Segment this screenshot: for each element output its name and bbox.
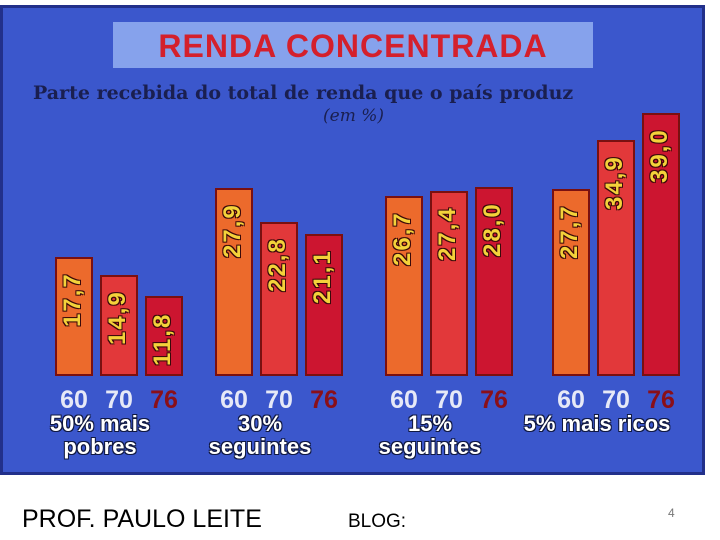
value-label: 27,7 xyxy=(556,204,583,260)
year-label: 76 xyxy=(150,386,178,414)
value-label: 27,9 xyxy=(219,202,246,258)
year-label: 76 xyxy=(310,386,338,414)
value-label: 11,8 xyxy=(149,312,176,367)
value-label: 34,9 xyxy=(601,155,628,211)
category-label: 30% seguintes xyxy=(208,411,312,459)
year-label: 76 xyxy=(480,386,508,414)
bar: 17,7 xyxy=(55,256,93,376)
year-label: 76 xyxy=(647,386,675,414)
value-label: 28,0 xyxy=(479,202,506,257)
value-label: 21,1 xyxy=(309,248,336,304)
year-label: 70 xyxy=(265,386,293,414)
author: PROF. PAULO LEITE xyxy=(22,505,262,533)
value-label: 26,7 xyxy=(389,211,416,266)
bar: 28,0 xyxy=(475,187,513,376)
unit-note: (em %) xyxy=(323,106,385,126)
bar: 34,9 xyxy=(597,140,635,376)
value-label: 17,7 xyxy=(59,271,86,327)
bar: 22,8 xyxy=(260,222,298,376)
category-label: 15% seguintes xyxy=(378,411,482,459)
bar: 26,7 xyxy=(385,195,423,376)
page-number: 4 xyxy=(668,506,675,520)
value-label: 22,8 xyxy=(264,237,291,293)
chart-photo: RENDA CONCENTRADA Parte recebida do tota… xyxy=(0,5,705,475)
blog-label: BLOG: xyxy=(348,511,407,532)
value-label: 14,9 xyxy=(104,290,131,346)
bar: 39,0 xyxy=(642,112,680,376)
value-label: 39,0 xyxy=(646,128,673,183)
year-label: 60 xyxy=(60,386,88,414)
bar: 14,9 xyxy=(100,275,138,376)
year-label: 60 xyxy=(390,386,418,414)
bar: 27,7 xyxy=(552,189,590,376)
title-box: RENDA CONCENTRADA xyxy=(113,22,593,68)
chart-title: RENDA CONCENTRADA xyxy=(158,28,548,64)
bar: 27,9 xyxy=(215,187,253,376)
category-label: 50% mais pobres xyxy=(49,411,151,459)
category-label: 5% mais ricos xyxy=(523,411,671,436)
year-label: 70 xyxy=(602,386,630,414)
year-label: 60 xyxy=(220,386,248,414)
value-label: 27,4 xyxy=(434,206,461,262)
year-label: 70 xyxy=(105,386,133,414)
bar: 21,1 xyxy=(305,233,343,376)
bar: 27,4 xyxy=(430,191,468,376)
year-label: 60 xyxy=(557,386,585,414)
chart-subtitle: Parte recebida do total de renda que o p… xyxy=(33,82,574,104)
year-label: 70 xyxy=(435,386,463,414)
bar: 11,8 xyxy=(145,296,183,376)
